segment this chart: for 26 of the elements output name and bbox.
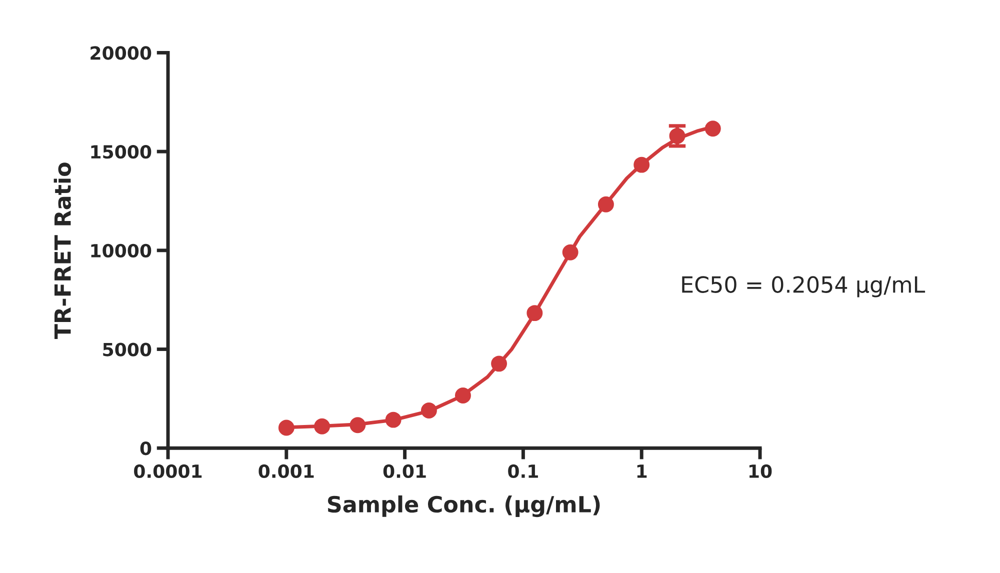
x-tick-label: 0.1 <box>508 464 538 478</box>
y-axis-title: TR-FRET Ratio <box>54 162 72 340</box>
point <box>385 412 402 428</box>
point <box>491 356 508 372</box>
x-tick-label: 1 <box>637 464 647 478</box>
y-tick-label: 15000 <box>91 145 152 159</box>
annotation: EC50 = 0.2054 μg/mL <box>682 276 926 298</box>
x-axis-title: Sample Conc. (μg/mL) <box>328 495 600 518</box>
x-tick-label: 0.001 <box>258 464 314 478</box>
point <box>278 420 294 436</box>
x-tick-label: 0.0001 <box>134 464 202 478</box>
point <box>350 417 366 434</box>
point <box>634 156 650 173</box>
point <box>704 120 721 137</box>
point <box>562 244 578 260</box>
y-tick-label: 20000 <box>90 46 152 60</box>
y-tick-label: 10000 <box>91 244 152 258</box>
point <box>526 305 543 322</box>
y-tick-label: 5000 <box>103 342 152 356</box>
point <box>420 402 437 419</box>
y-tick-label: 0 <box>140 442 152 456</box>
x-tick-label: 0.01 <box>383 464 426 478</box>
point <box>598 196 614 212</box>
x-tick-label: 10 <box>749 464 772 478</box>
point <box>455 388 471 404</box>
point <box>314 418 330 434</box>
